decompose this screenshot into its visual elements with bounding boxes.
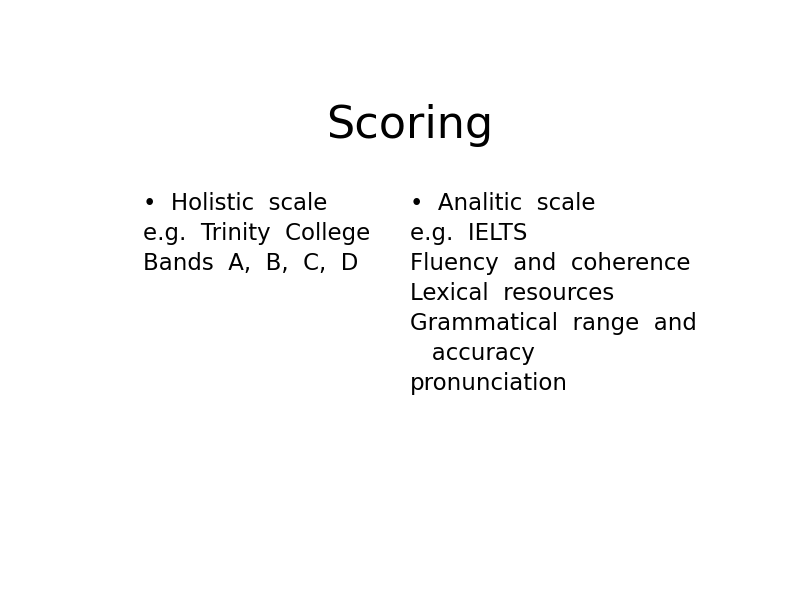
Text: Scoring: Scoring: [326, 104, 494, 148]
Text: e.g.  Trinity  College: e.g. Trinity College: [143, 222, 370, 245]
Text: e.g.  IELTS: e.g. IELTS: [410, 222, 527, 245]
Text: Bands  A,  B,  C,  D: Bands A, B, C, D: [143, 252, 358, 275]
Text: Lexical  resources: Lexical resources: [410, 282, 614, 305]
Text: pronunciation: pronunciation: [410, 372, 568, 395]
Text: •  Holistic  scale: • Holistic scale: [143, 192, 328, 215]
Text: Fluency  and  coherence: Fluency and coherence: [410, 252, 690, 275]
Text: •  Analitic  scale: • Analitic scale: [410, 192, 595, 215]
Text: accuracy: accuracy: [410, 342, 535, 365]
Text: Grammatical  range  and: Grammatical range and: [410, 312, 697, 335]
